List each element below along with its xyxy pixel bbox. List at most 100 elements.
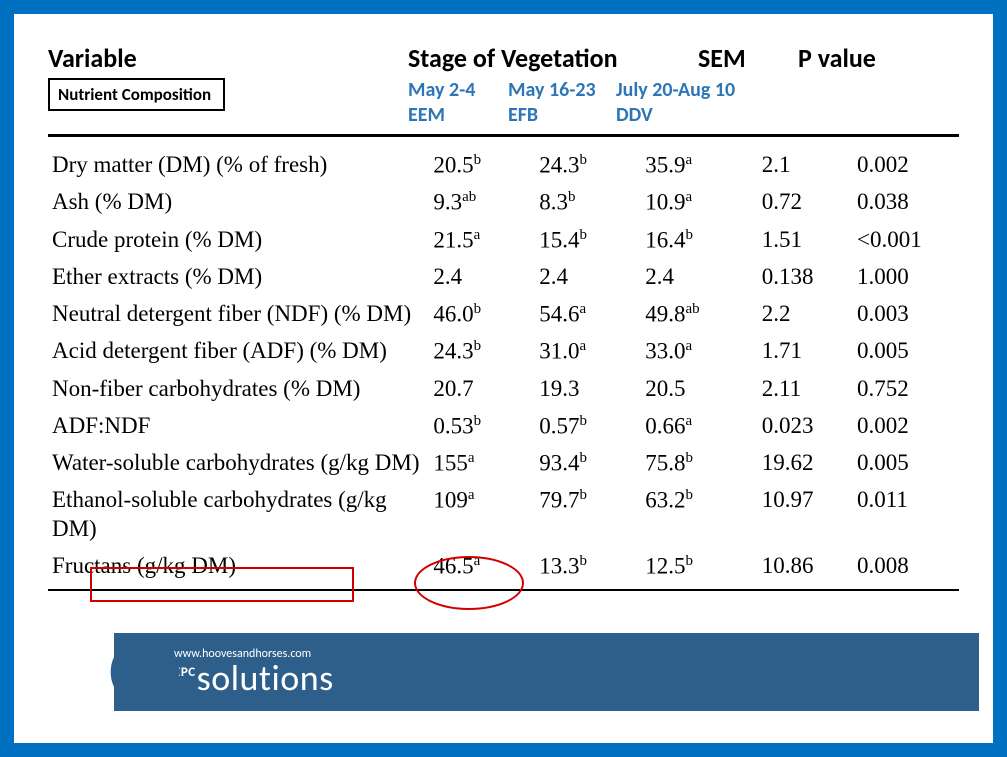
row-value: 20.5b xyxy=(429,147,535,184)
row-sem: 1.71 xyxy=(758,333,853,370)
row-value: 155a xyxy=(429,445,535,482)
row-sem: 0.72 xyxy=(758,184,853,221)
row-value: 49.8ab xyxy=(641,296,758,333)
row-value: 63.2b xyxy=(641,482,758,548)
row-value: 93.4b xyxy=(535,445,641,482)
header-rule xyxy=(48,134,959,137)
row-sem: 2.1 xyxy=(758,147,853,184)
row-pvalue: 0.005 xyxy=(853,445,959,482)
row-value: 24.3b xyxy=(429,333,535,370)
row-value: 31.0a xyxy=(535,333,641,370)
row-pvalue: 0.752 xyxy=(853,371,959,408)
row-variable-name: Ash (% DM) xyxy=(48,184,429,221)
row-sem: 19.62 xyxy=(758,445,853,482)
row-value: 9.3ab xyxy=(429,184,535,221)
table-row: Ethanol-soluble carbohydrates (g/kg DM)1… xyxy=(48,482,959,548)
row-value: 2.4 xyxy=(535,259,641,296)
stage-2-dates: May 16-23 xyxy=(508,78,616,103)
table-row: ADF:NDF0.53b0.57b0.66a0.0230.002 xyxy=(48,408,959,445)
row-value: 0.53b xyxy=(429,408,535,445)
table-row: Dry matter (DM) (% of fresh)20.5b24.3b35… xyxy=(48,147,959,184)
row-variable-name: Acid detergent fiber (ADF) (% DM) xyxy=(48,333,429,370)
row-sem: 2.2 xyxy=(758,296,853,333)
row-value: 109a xyxy=(429,482,535,548)
row-pvalue: 0.038 xyxy=(853,184,959,221)
row-variable-name: Water-soluble carbohydrates (g/kg DM) xyxy=(48,445,429,482)
row-variable-name: Non-fiber carbohydrates (% DM) xyxy=(48,371,429,408)
table-row: Ether extracts (% DM)2.42.42.40.1381.000 xyxy=(48,259,959,296)
stage-2-code: EFB xyxy=(508,103,616,128)
table-header-row: Variable Stage of Vegetation SEM P value xyxy=(48,42,959,74)
nutrient-composition-box: Nutrient Composition xyxy=(48,78,225,111)
footer-brand: EPCsolutions xyxy=(174,660,334,696)
stage-3-dates: July 20-Aug 10 xyxy=(616,78,766,103)
row-variable-name: Ethanol-soluble carbohydrates (g/kg DM) xyxy=(48,482,429,548)
row-value: 0.66a xyxy=(641,408,758,445)
slide-frame: Variable Stage of Vegetation SEM P value… xyxy=(0,0,1007,757)
row-value: 2.4 xyxy=(429,259,535,296)
stage-columns: May 2-4 EEM May 16-23 EFB July 20-Aug 10… xyxy=(408,78,766,128)
row-value: 13.3b xyxy=(535,548,641,585)
bottom-rule xyxy=(48,589,959,591)
stage-col-1: May 2-4 EEM xyxy=(408,78,508,128)
content-area: Variable Stage of Vegetation SEM P value… xyxy=(14,14,993,591)
stage-1-dates: May 2-4 xyxy=(408,78,508,103)
row-value: 0.57b xyxy=(535,408,641,445)
row-pvalue: 1.000 xyxy=(853,259,959,296)
row-pvalue: <0.001 xyxy=(853,222,959,259)
row-value: 46.0b xyxy=(429,296,535,333)
row-value: 10.9a xyxy=(641,184,758,221)
row-sem: 2.11 xyxy=(758,371,853,408)
row-value: 15.4b xyxy=(535,222,641,259)
row-sem: 0.023 xyxy=(758,408,853,445)
row-value: 12.5b xyxy=(641,548,758,585)
row-variable-name: Ether extracts (% DM) xyxy=(48,259,429,296)
row-value: 20.5 xyxy=(641,371,758,408)
table-row: Acid detergent fiber (ADF) (% DM)24.3b31… xyxy=(48,333,959,370)
data-table: Dry matter (DM) (% of fresh)20.5b24.3b35… xyxy=(48,147,959,585)
horse-logo-icon xyxy=(110,637,180,707)
row-value: 21.5a xyxy=(429,222,535,259)
table-row: Neutral detergent fiber (NDF) (% DM)46.0… xyxy=(48,296,959,333)
row-variable-name: Fructans (g/kg DM) xyxy=(48,548,429,585)
row-pvalue: 0.003 xyxy=(853,296,959,333)
row-variable-name: Crude protein (% DM) xyxy=(48,222,429,259)
stage-col-3: July 20-Aug 10 DDV xyxy=(616,78,766,128)
row-variable-name: ADF:NDF xyxy=(48,408,429,445)
row-sem: 10.97 xyxy=(758,482,853,548)
stage-3-code: DDV xyxy=(616,103,766,128)
row-value: 54.6a xyxy=(535,296,641,333)
row-variable-name: Neutral detergent fiber (NDF) (% DM) xyxy=(48,296,429,333)
header-stage: Stage of Vegetation xyxy=(408,42,698,74)
row-value: 16.4b xyxy=(641,222,758,259)
row-value: 19.3 xyxy=(535,371,641,408)
stage-col-2: May 16-23 EFB xyxy=(508,78,616,128)
row-sem: 1.51 xyxy=(758,222,853,259)
row-value: 79.7b xyxy=(535,482,641,548)
row-value: 75.8b xyxy=(641,445,758,482)
row-pvalue: 0.008 xyxy=(853,548,959,585)
table-row: Non-fiber carbohydrates (% DM)20.719.320… xyxy=(48,371,959,408)
table-subheader-row: Nutrient Composition May 2-4 EEM May 16-… xyxy=(48,78,959,128)
footer-brand-name: solutions xyxy=(197,656,334,700)
footer-bar: www.hoovesandhorses.com EPCsolutions xyxy=(114,633,979,711)
row-value: 33.0a xyxy=(641,333,758,370)
row-pvalue: 0.005 xyxy=(853,333,959,370)
row-variable-name: Dry matter (DM) (% of fresh) xyxy=(48,147,429,184)
row-sem: 0.138 xyxy=(758,259,853,296)
footer-text: www.hoovesandhorses.com EPCsolutions xyxy=(174,648,334,696)
row-sem: 10.86 xyxy=(758,548,853,585)
table-row: Water-soluble carbohydrates (g/kg DM)155… xyxy=(48,445,959,482)
table-row: Crude protein (% DM)21.5a15.4b16.4b1.51<… xyxy=(48,222,959,259)
row-pvalue: 0.002 xyxy=(853,147,959,184)
header-pvalue: P value xyxy=(798,42,918,74)
row-value: 8.3b xyxy=(535,184,641,221)
header-variable: Variable xyxy=(48,42,408,74)
table-row: Fructans (g/kg DM)46.5a13.3b12.5b10.860.… xyxy=(48,548,959,585)
row-pvalue: 0.011 xyxy=(853,482,959,548)
row-value: 24.3b xyxy=(535,147,641,184)
row-value: 2.4 xyxy=(641,259,758,296)
stage-1-code: EEM xyxy=(408,103,508,128)
row-pvalue: 0.002 xyxy=(853,408,959,445)
row-value: 46.5a xyxy=(429,548,535,585)
